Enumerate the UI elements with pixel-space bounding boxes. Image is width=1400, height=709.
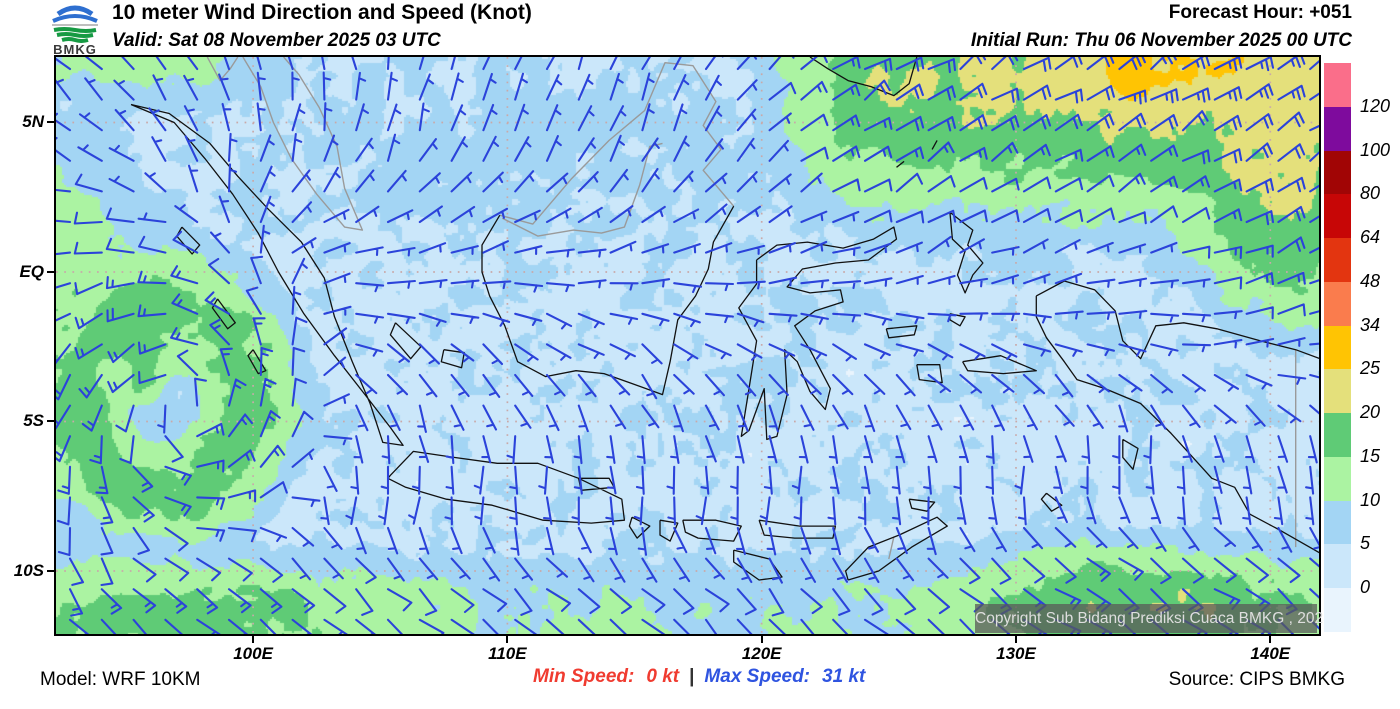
- legend-color-segment: [1324, 369, 1351, 414]
- legend-value-label: 64: [1360, 227, 1381, 248]
- map-overlay-holder: [56, 57, 1319, 634]
- legend-value-label: 15: [1360, 445, 1381, 466]
- copyright-overlay: Copyright Sub Bidang Prediksi Cuaca BMKG…: [975, 604, 1332, 633]
- legend-color-segment: [1324, 588, 1351, 632]
- x-axis-label: 120E: [741, 644, 782, 663]
- x-axis-tick: [252, 636, 255, 643]
- x-axis-tick: [760, 636, 763, 643]
- y-axis-label: 10S: [13, 560, 44, 580]
- legend-value-label: 10: [1360, 489, 1381, 510]
- legend-value-label: 0: [1360, 577, 1371, 598]
- source-label: Source: CIPS BMKG: [1168, 669, 1345, 690]
- legend-color-segment: [1324, 456, 1351, 501]
- x-axis-tick: [1014, 636, 1017, 643]
- legend-color-segment: [1324, 544, 1351, 589]
- legend-color-segment: [1324, 413, 1351, 457]
- bmkg-logo: BMKG: [44, 1, 106, 57]
- map-panel: Copyright Sub Bidang Prediksi Cuaca BMKG…: [54, 55, 1332, 636]
- legend-value-label: 20: [1360, 402, 1381, 423]
- min-speed-label: Min Speed:: [533, 666, 635, 687]
- y-axis-tick: [47, 270, 54, 273]
- foreign-coastlines: [206, 57, 1297, 560]
- page-title: 10 meter Wind Direction and Speed (Knot): [112, 1, 532, 24]
- forecast-hour: Forecast Hour: +051: [1168, 2, 1352, 23]
- x-axis-label: 140E: [1250, 644, 1291, 663]
- legend-color-segment: [1324, 238, 1351, 282]
- bmkg-logo-icon: [52, 5, 98, 43]
- legend-color-segment: [1324, 63, 1351, 107]
- initial-run: Initial Run: Thu 06 November 2025 00 UTC: [970, 30, 1352, 51]
- legend-value-label: 34: [1360, 314, 1381, 335]
- y-axis-tick: [47, 121, 54, 124]
- legend-value-label: 5: [1360, 533, 1371, 554]
- x-axis-tick: [1269, 636, 1272, 643]
- x-axis-label: 100E: [233, 644, 273, 663]
- legend-color-segment: [1324, 281, 1351, 326]
- legend-value-label: 100: [1360, 139, 1391, 160]
- legend-value-label: 25: [1360, 358, 1381, 379]
- legend-color-segment: [1324, 325, 1351, 370]
- x-axis-tick: [506, 636, 509, 643]
- max-speed-value: 31 kt: [822, 666, 866, 687]
- bmkg-logo-text: BMKG: [53, 42, 97, 57]
- max-speed-label: Max Speed:: [704, 666, 811, 687]
- y-axis-label: 5S: [23, 411, 44, 431]
- legend-value-label: 120: [1360, 95, 1391, 116]
- map-overlay: [56, 57, 1319, 634]
- graticule-gridlines: [56, 57, 1319, 634]
- indonesia-coastlines: [130, 57, 1319, 581]
- min-speed-value: 0 kt: [646, 666, 680, 687]
- wind-speed-field: [56, 57, 1319, 634]
- minmax-separator: |: [689, 666, 695, 687]
- y-axis-tick: [47, 420, 54, 423]
- x-axis-label: 130E: [996, 644, 1036, 663]
- legend-color-segment: [1324, 194, 1351, 239]
- legend-color-segment: [1324, 106, 1351, 151]
- y-axis-tick: [47, 569, 54, 572]
- legend-color-segment: [1324, 150, 1351, 195]
- wind-barbs: [56, 57, 1319, 634]
- x-axis-label: 110E: [488, 644, 527, 663]
- legend-color-segment: [1324, 500, 1351, 545]
- minmax-speed: Min Speed: 0 kt | Max Speed: 31 kt: [533, 666, 865, 688]
- y-axis-label: EQ: [19, 261, 44, 281]
- y-axis-label: 5N: [22, 112, 44, 132]
- valid-time: Valid: Sat 08 November 2025 03 UTC: [112, 30, 441, 51]
- legend-value-label: 80: [1360, 183, 1381, 204]
- model-label: Model: WRF 10KM: [40, 669, 201, 690]
- legend-value-label: 48: [1360, 270, 1381, 291]
